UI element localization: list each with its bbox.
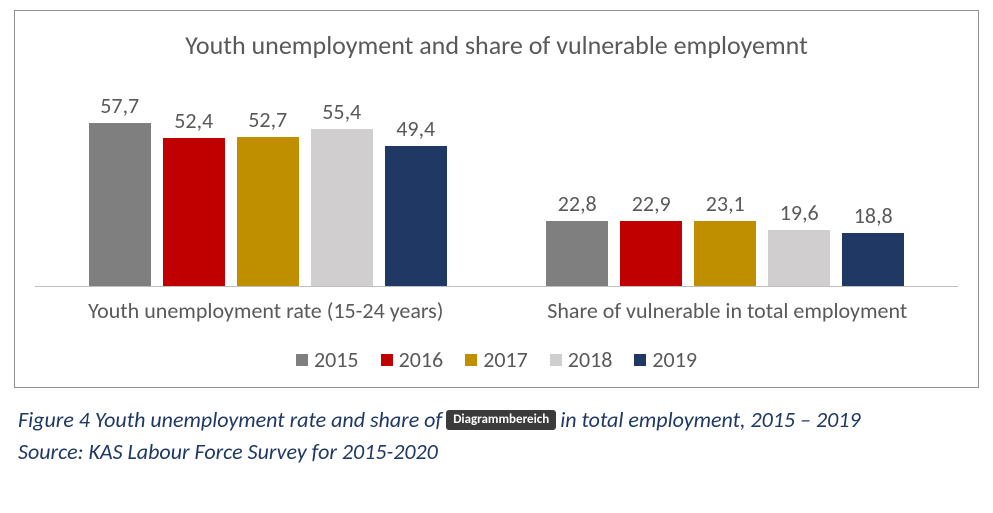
- legend-label: 2019: [652, 346, 697, 373]
- legend-item: 2015: [296, 346, 359, 373]
- bar-column: 52,4: [163, 107, 225, 286]
- bar-value-label: 52,7: [248, 106, 287, 133]
- legend-item: 2019: [634, 346, 697, 373]
- legend-item: 2016: [381, 346, 444, 373]
- bar: [89, 123, 151, 286]
- bar-value-label: 49,4: [396, 115, 435, 142]
- tooltip-badge: Diagrammbereich: [446, 410, 556, 430]
- bar: [694, 221, 756, 286]
- legend-label: 2018: [568, 346, 613, 373]
- bar-value-label: 22,9: [632, 190, 671, 217]
- chart-plot-area: 57,7 52,4 52,7 55,4 49,4 22,8 22,9 23,1 19,6 18,8: [35, 87, 958, 287]
- bar: [311, 129, 373, 286]
- bar-column: 57,7: [89, 92, 151, 286]
- legend-label: 2015: [314, 346, 359, 373]
- legend-item: 2017: [465, 346, 528, 373]
- bar-value-label: 57,7: [100, 92, 139, 119]
- bar-column: 49,4: [385, 115, 447, 286]
- bar: [842, 233, 904, 286]
- bar-value-label: 23,1: [706, 190, 745, 217]
- chart-title: Youth unemployment and share of vulnerab…: [35, 29, 958, 61]
- bar: [163, 138, 225, 286]
- caption-text-pre: Figure 4 Youth unemployment rate and sha…: [18, 404, 442, 436]
- bar-group: 22,8 22,9 23,1 19,6 18,8: [497, 190, 955, 286]
- bar-column: 22,9: [620, 190, 682, 286]
- legend-label: 2016: [399, 346, 444, 373]
- bar-value-label: 19,6: [780, 199, 819, 226]
- bar: [768, 230, 830, 286]
- figure-wrapper: Youth unemployment and share of vulnerab…: [0, 0, 993, 468]
- legend-swatch: [465, 354, 477, 366]
- bar-column: 55,4: [311, 98, 373, 286]
- bar-column: 52,7: [237, 106, 299, 286]
- legend-swatch: [296, 354, 308, 366]
- bar: [620, 221, 682, 286]
- bar-value-label: 52,4: [174, 107, 213, 134]
- caption-line-2: Source: KAS Labour Force Survey for 2015…: [18, 436, 975, 468]
- bar-column: 19,6: [768, 199, 830, 286]
- bar-value-label: 22,8: [558, 190, 597, 217]
- category-label: Share of vulnerable in total employment: [497, 297, 959, 324]
- bar-value-label: 55,4: [322, 98, 361, 125]
- bar-column: 22,8: [546, 190, 608, 286]
- chart-container: Youth unemployment and share of vulnerab…: [14, 10, 979, 388]
- legend-label: 2017: [483, 346, 528, 373]
- bar: [237, 137, 299, 286]
- legend-swatch: [634, 354, 646, 366]
- bar: [546, 221, 608, 286]
- legend-item: 2018: [550, 346, 613, 373]
- legend-swatch: [381, 354, 393, 366]
- bar-value-label: 18,8: [854, 202, 893, 229]
- category-label: Youth unemployment rate (15-24 years): [35, 297, 497, 324]
- chart-category-axis: Youth unemployment rate (15-24 years)Sha…: [35, 297, 958, 324]
- chart-legend: 2015 2016 2017 2018 2019: [35, 346, 958, 373]
- bar: [385, 146, 447, 286]
- bar-group: 57,7 52,4 52,7 55,4 49,4: [39, 92, 497, 286]
- figure-caption: Figure 4 Youth unemployment rate and sha…: [18, 404, 975, 468]
- caption-line-1: Figure 4 Youth unemployment rate and sha…: [18, 404, 975, 436]
- bar-column: 18,8: [842, 202, 904, 286]
- bar-column: 23,1: [694, 190, 756, 286]
- legend-swatch: [550, 354, 562, 366]
- caption-text-post: in total employment, 2015 – 2019: [560, 404, 860, 436]
